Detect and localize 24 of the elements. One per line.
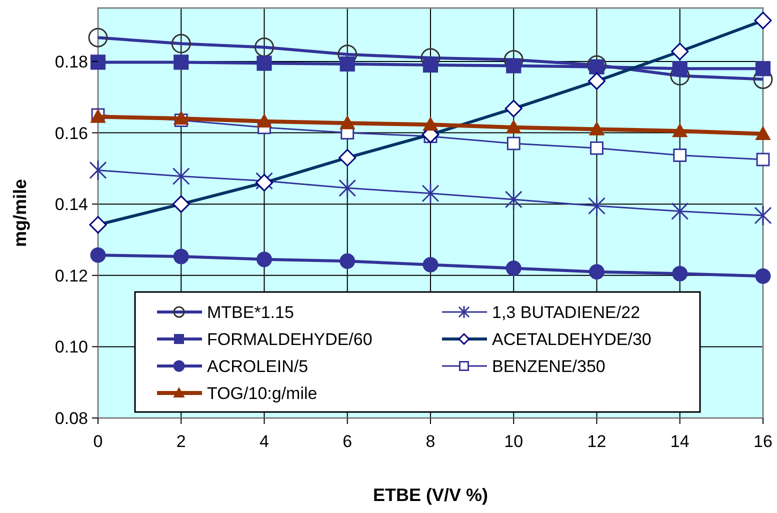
- x-tick-label: 16: [754, 432, 772, 451]
- y-axis-title: mg/mile: [10, 178, 30, 248]
- legend-label: ACETALDEHYDE/30: [492, 330, 652, 349]
- legend-label: 1,3 BUTADIENE/22: [492, 303, 640, 322]
- y-tick-label: 0.14: [54, 195, 88, 214]
- x-tick-label: 12: [587, 432, 606, 451]
- legend-label: TOG/10:g/mile: [207, 384, 318, 403]
- x-tick-label: 4: [260, 432, 269, 451]
- x-tick-label: 10: [504, 432, 524, 451]
- legend-label: MTBE*1.15: [207, 303, 294, 322]
- x-tick-label: 0: [93, 432, 103, 451]
- y-tick-label: 0.08: [54, 409, 88, 428]
- legend-label: BENZENE/350: [492, 357, 606, 376]
- x-tick-label: 6: [342, 432, 352, 451]
- legend-label: FORMALDEHYDE/60: [207, 330, 372, 349]
- y-tick-label: 0.18: [54, 52, 88, 72]
- x-tick-label: 2: [176, 432, 186, 451]
- y-tick-label: 0.16: [54, 124, 88, 143]
- x-axis-title: ETBE (V/V %): [372, 485, 488, 505]
- x-tick-label: 8: [426, 432, 436, 451]
- y-tick-label: 0.12: [54, 266, 88, 286]
- x-tick-label: 14: [670, 432, 690, 451]
- legend-label: ACROLEIN/5: [207, 357, 308, 376]
- y-tick-label: 0.10: [54, 338, 88, 357]
